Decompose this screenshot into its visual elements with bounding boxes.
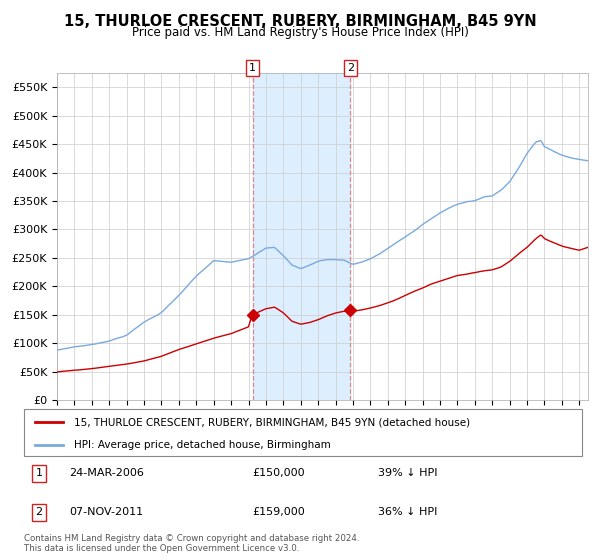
Text: Contains HM Land Registry data © Crown copyright and database right 2024.
This d: Contains HM Land Registry data © Crown c… <box>24 534 359 553</box>
Text: £150,000: £150,000 <box>252 468 305 478</box>
Text: £159,000: £159,000 <box>252 507 305 517</box>
Text: 36% ↓ HPI: 36% ↓ HPI <box>378 507 437 517</box>
Bar <box>253 73 350 400</box>
Text: 15, THURLOE CRESCENT, RUBERY, BIRMINGHAM, B45 9YN: 15, THURLOE CRESCENT, RUBERY, BIRMINGHAM… <box>64 14 536 29</box>
FancyBboxPatch shape <box>24 409 582 456</box>
Text: Price paid vs. HM Land Registry's House Price Index (HPI): Price paid vs. HM Land Registry's House … <box>131 26 469 39</box>
Text: 1: 1 <box>35 468 43 478</box>
Text: 2: 2 <box>347 63 354 73</box>
Text: 2: 2 <box>35 507 43 517</box>
Text: 24-MAR-2006: 24-MAR-2006 <box>69 468 144 478</box>
Text: HPI: Average price, detached house, Birmingham: HPI: Average price, detached house, Birm… <box>74 440 331 450</box>
Text: 1: 1 <box>249 63 256 73</box>
Text: 39% ↓ HPI: 39% ↓ HPI <box>378 468 437 478</box>
Text: 07-NOV-2011: 07-NOV-2011 <box>69 507 143 517</box>
Text: 15, THURLOE CRESCENT, RUBERY, BIRMINGHAM, B45 9YN (detached house): 15, THURLOE CRESCENT, RUBERY, BIRMINGHAM… <box>74 417 470 427</box>
